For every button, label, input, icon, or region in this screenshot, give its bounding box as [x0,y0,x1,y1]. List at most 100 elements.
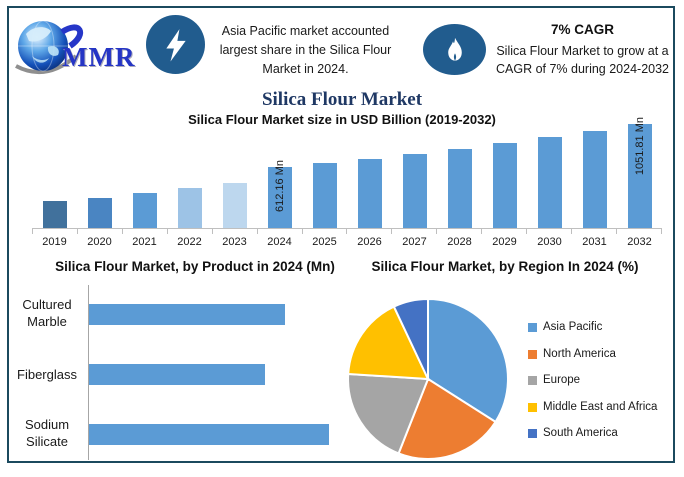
cagr-highlight: 7% CAGR Silica Flour Market to grow at a… [490,20,675,78]
x-axis-tick [123,229,168,234]
x-axis-label-2028: 2028 [447,236,472,248]
x-axis-label-2026: 2026 [357,236,382,248]
column-cell-2024: 612.16 Mn [257,124,302,228]
x-axis-tick [303,229,348,234]
hbar-sodium-silicate [89,424,329,445]
logo-text: MMR [62,42,136,72]
x-axis-label-2023: 2023 [222,236,247,248]
legend-label: Middle East and Africa [543,401,658,413]
bar-2023 [222,183,247,228]
x-axis-label-2030: 2030 [537,236,562,248]
bar-2019 [42,201,67,228]
x-axis-label-2024: 2024 [267,236,292,248]
legend-swatch-icon [528,428,537,438]
bar-2031 [582,131,607,228]
x-axis-tick [572,229,617,234]
column-chart-x-labels: 2019 2020 2021 2022 2023 2024 2025 2026 2027 2028… [32,234,662,248]
x-axis-tick [168,229,213,234]
legend-item-north-america: North America [528,347,616,361]
lightning-icon [165,28,186,62]
legend-item-middle-east-and-africa: Middle East and Africa [528,400,657,414]
pie-svg [347,297,509,460]
column-chart-title: Silica Flour Market size in USD Billion … [188,112,496,127]
region-chart-title: Silica Flour Market, by Region In 2024 (… [371,259,639,274]
legend-label: Asia Pacific [543,321,603,333]
product-bar-chart [88,285,341,460]
bar-2022 [177,188,202,228]
bar-2024: 612.16 Mn [267,160,292,228]
x-axis-tick [392,229,438,234]
column-cell-2029 [482,124,527,228]
column-cell-2026 [347,124,392,228]
x-axis-label-2027: 2027 [402,236,427,248]
column-cell-2023 [212,124,257,228]
x-axis-tick [482,229,528,234]
product-chart-title: Silica Flour Market, by Product in 2024 … [55,259,335,274]
infographic-border [7,6,675,463]
column-cell-2021 [122,124,167,228]
x-axis-tick [258,229,303,234]
flame-badge [423,24,486,75]
x-axis-tick [617,229,662,234]
legend-item-asia-pacific: Asia Pacific [528,320,602,334]
x-axis-tick [347,229,393,234]
bar-2028 [447,149,472,228]
column-cell-2022 [167,124,212,228]
hbar-fiberglass [89,364,265,385]
legend-item-europe: Europe [528,373,580,387]
pie-slice-south-america [392,297,429,380]
pie-slice-europe [347,372,430,455]
pie-slice-middle-east-and-africa [347,305,430,381]
hbar-cultured-marble [89,304,285,325]
flame-icon [447,37,462,61]
page-title: Silica Flour Market [261,89,423,110]
x-axis-label-2019: 2019 [42,236,67,248]
hbar-label-cultured-marble: Cultured Marble [22,297,72,329]
x-axis-label-2031: 2031 [582,236,607,248]
legend-label: Europe [543,374,581,386]
region-pie-chart [345,295,512,462]
bar-2032: 1051.81 Mn [627,117,652,228]
x-axis-label-2022: 2022 [177,236,202,248]
column-cell-2025 [302,124,347,228]
bar-value-label-2024: 612.16 Mn [273,160,286,212]
column-cell-2019 [32,124,77,228]
legend-item-south-america: South America [528,426,618,440]
x-axis-label-2020: 2020 [87,236,112,248]
legend-label: North America [543,348,616,360]
column-cell-2020 [77,124,122,228]
hbar-label-fiberglass: Fiberglass [17,367,77,382]
legend-swatch-icon [528,375,537,385]
x-axis-tick [437,229,483,234]
bar-2020 [87,198,112,228]
hbar-label-sodium-silicate: Sodium Silicate [24,417,70,449]
column-cell-2027 [392,124,437,228]
x-axis-tick [213,229,258,234]
bar-value-label-2032: 1051.81 Mn [633,117,646,176]
legend-swatch-icon [528,349,537,359]
column-chart-x-axis [32,228,662,234]
cagr-text: Silica Flour Market to grow at a CAGR of… [495,43,670,76]
pie-slice-north-america [397,377,497,460]
x-axis-label-2032: 2032 [627,236,652,248]
x-axis-label-2021: 2021 [132,236,157,248]
asia-pacific-highlight: Asia Pacific market accounted largest sh… [219,24,392,76]
x-axis-tick [527,229,573,234]
globe-icon [15,20,84,74]
x-axis-tick [78,229,123,234]
column-cell-2032: 1051.81 Mn [617,117,662,228]
mmr-logo: MMR [12,16,144,82]
x-axis-label-2029: 2029 [492,236,517,248]
lightning-badge [146,15,205,74]
legend-swatch-icon [528,402,537,412]
legend-swatch-icon [528,322,537,332]
x-axis-label-2025: 2025 [312,236,337,248]
cagr-title: 7% CAGR [550,22,614,37]
bar-2030 [537,137,562,228]
market-size-column-chart: 612.16 Mn 1051.81 Mn 2019 2020 2021 2022 2023… [32,117,662,248]
column-cell-2030 [527,124,572,228]
x-axis-tick [33,229,78,234]
column-cell-2031 [572,124,617,228]
bar-2021 [132,193,157,228]
bar-2026 [357,159,382,228]
